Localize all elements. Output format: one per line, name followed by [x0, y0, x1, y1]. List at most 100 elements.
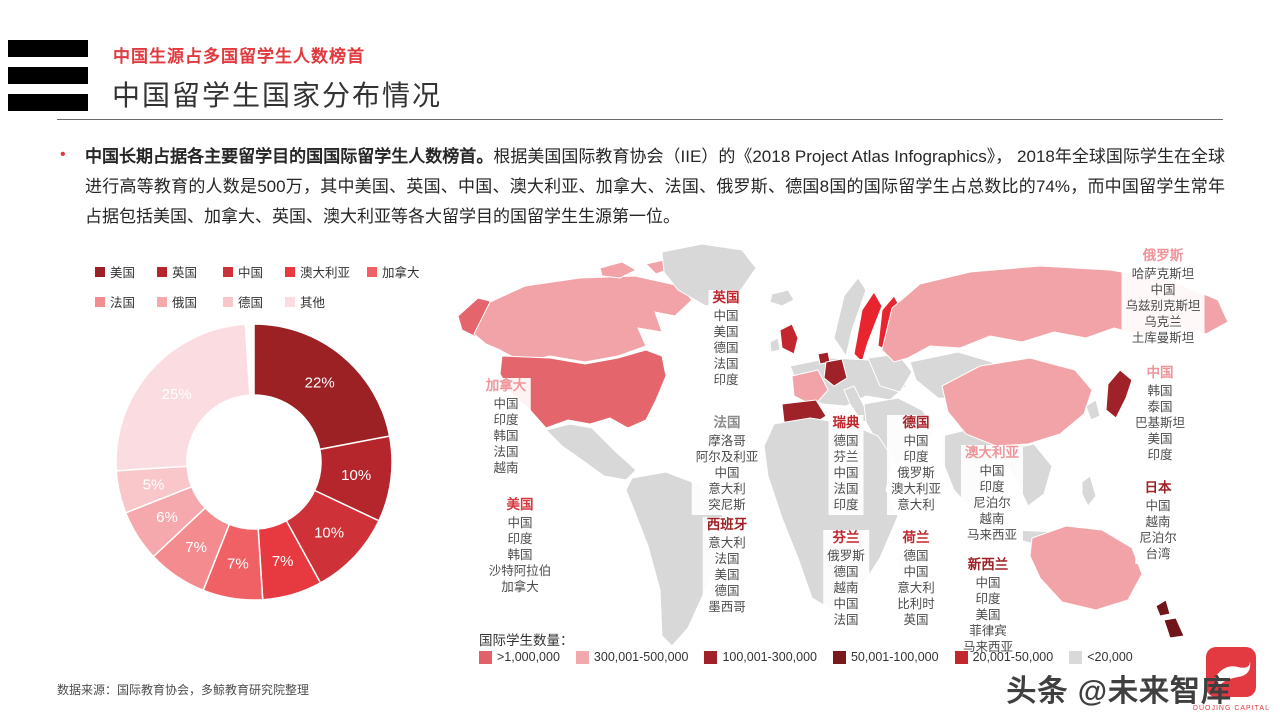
legend-label: 法国 — [110, 296, 136, 310]
donut-slice-label: 7% — [227, 556, 249, 573]
legend-swatch — [704, 650, 718, 664]
legend-swatch — [479, 650, 492, 664]
legend-swatch — [367, 266, 377, 277]
region-mexico — [545, 423, 637, 481]
body-paragraph: 中国长期占据各主要留学目的国国际留学生人数榜首。根据美国国际教育协会（IIE）的… — [85, 142, 1225, 232]
country-name: 西班牙 — [706, 517, 748, 532]
legend-swatch — [223, 266, 233, 277]
region-ireland — [769, 337, 781, 353]
legend-label: 20,001-50,000 — [972, 650, 1054, 664]
origin-country: 法国 — [714, 552, 740, 566]
legend-swatch — [285, 266, 295, 277]
origin-country: 沙特阿拉伯 — [488, 564, 552, 578]
legend-label: <20,000 — [1087, 650, 1133, 664]
map-label-group-荷兰: 荷兰 德国 中国 意大利 比利时 英国 — [893, 530, 939, 630]
donut-legend: 美国 英国 中国 澳大利亚 加拿大 法国 俄国 德国 其他 — [95, 262, 427, 311]
origin-country: 俄罗斯 — [827, 549, 865, 563]
origin-country: 尼泊尔 — [973, 496, 1011, 510]
map-label-group-日本: 日本 中国 越南 尼泊尔 台湾 — [1135, 480, 1181, 564]
origin-country: 美国 — [1147, 432, 1173, 446]
country-name: 中国 — [1146, 365, 1174, 380]
donut-slice-美国 — [253, 323, 391, 451]
map-label-group-瑞典: 瑞典 德国 芬兰 中国 法国 印度 — [828, 415, 864, 515]
map-label-group-法国: 法国 摩洛哥 阿尔及利亚 中国 意大利 突尼斯 — [691, 415, 763, 515]
origin-country: 德国 — [833, 565, 859, 579]
donut-slice-label: 6% — [156, 509, 178, 526]
origin-country: 芬兰 — [833, 450, 859, 464]
map-legend-item: <20,000 — [1069, 650, 1133, 664]
region-philippines — [1081, 475, 1097, 507]
origin-country: 印度 — [979, 480, 1005, 494]
origin-country: 中国 — [979, 464, 1005, 478]
origin-country: 澳大利亚 — [890, 482, 942, 496]
body-lead-sentence: 中国长期占据各主要留学目的国国际留学生人数榜首。 — [85, 147, 494, 166]
origin-country: 韩国 — [507, 548, 533, 562]
origin-country: 意大利 — [897, 498, 935, 512]
legend-label: 英国 — [172, 266, 198, 280]
country-name: 俄罗斯 — [1142, 248, 1184, 263]
country-name: 澳大利亚 — [965, 445, 1019, 460]
region-japan — [1105, 369, 1133, 419]
watermark-text: 头条 @未来智库 — [1006, 675, 1232, 708]
origin-country: 台湾 — [1145, 547, 1171, 561]
body-rest: 根据美国国际教育协会（IIE）的《2018 Project Atlas Info… — [85, 147, 1225, 226]
map-label-group-俄罗斯: 俄罗斯 哈萨克斯坦 中国 乌兹别克斯坦 乌克兰 土库曼斯坦 — [1121, 248, 1205, 348]
bullet-marker: • — [60, 146, 66, 163]
map-label-group-芬兰: 芬兰 俄罗斯 德国 越南 中国 法国 — [823, 530, 869, 630]
origin-country: 美国 — [975, 608, 1001, 622]
map-legend-item: 20,001-50,000 — [954, 650, 1054, 664]
duojing-logo: DUOJING CAPITAL — [1193, 645, 1270, 712]
logo-caption: DUOJING CAPITAL — [1192, 705, 1270, 712]
donut-legend-item: 法国 — [95, 292, 157, 311]
donut-legend-item: 俄国 — [157, 292, 223, 311]
origin-country: 印度 — [833, 498, 859, 512]
origin-country: 印度 — [975, 592, 1001, 606]
map-label-group-英国: 英国 中国 美国 德国 法国 印度 — [708, 290, 744, 390]
legend-label: 300,001-500,000 — [593, 650, 689, 664]
origin-country: 印度 — [713, 373, 739, 387]
region-australia — [1029, 525, 1143, 611]
region-korea — [1085, 399, 1101, 421]
legend-label: 50,001-100,000 — [850, 650, 939, 664]
donut-legend-item: 中国 — [223, 262, 285, 281]
origin-country: 法国 — [493, 445, 519, 459]
legend-label: 中国 — [238, 266, 264, 280]
region-france — [791, 369, 829, 407]
map-label-group-西班牙: 西班牙 意大利 法国 美国 德国 墨西哥 — [702, 517, 752, 617]
origin-country: 越南 — [979, 512, 1005, 526]
origin-country: 德国 — [714, 584, 740, 598]
origin-country: 加拿大 — [501, 580, 539, 594]
origin-country: 意大利 — [897, 581, 935, 595]
map-legend-item: 100,001-300,000 — [704, 650, 817, 664]
origin-country: 中国 — [714, 466, 740, 480]
origin-country: 俄罗斯 — [897, 466, 935, 480]
origin-country: 中国 — [975, 576, 1001, 590]
origin-country: 乌兹别克斯坦 — [1125, 299, 1201, 313]
map-label-group-中国: 中国 韩国 泰国 巴基斯坦 美国 印度 — [1130, 365, 1190, 465]
donut-legend-item: 德国 — [223, 292, 285, 311]
donut-slice-其他 — [115, 323, 251, 472]
legend-label: 美国 — [110, 266, 136, 280]
region-new-zealand — [1163, 617, 1185, 639]
country-name: 荷兰 — [902, 530, 930, 545]
origin-country: 土库曼斯坦 — [1131, 331, 1195, 345]
origin-country: 中国 — [493, 397, 519, 411]
page-title: 中国留学生国家分布情况 — [112, 80, 443, 111]
country-name: 芬兰 — [832, 530, 860, 545]
donut-slice-label: 7% — [272, 553, 294, 570]
origin-country: 中国 — [507, 516, 533, 530]
origin-country: 越南 — [493, 461, 519, 475]
origin-country: 墨西哥 — [708, 600, 746, 614]
origin-country: 意大利 — [708, 482, 746, 496]
origin-country: 中国 — [903, 565, 929, 579]
region-iceland — [769, 289, 795, 307]
country-name: 英国 — [712, 290, 740, 305]
legend-label: 100,001-300,000 — [722, 650, 817, 664]
legend-swatch — [832, 650, 846, 664]
origin-country: 泰国 — [1147, 400, 1173, 414]
country-name: 日本 — [1144, 480, 1172, 495]
donut-slice-label: 22% — [305, 375, 335, 392]
origin-country: 韩国 — [493, 429, 519, 443]
map-legend-item: 50,001-100,000 — [832, 650, 939, 664]
